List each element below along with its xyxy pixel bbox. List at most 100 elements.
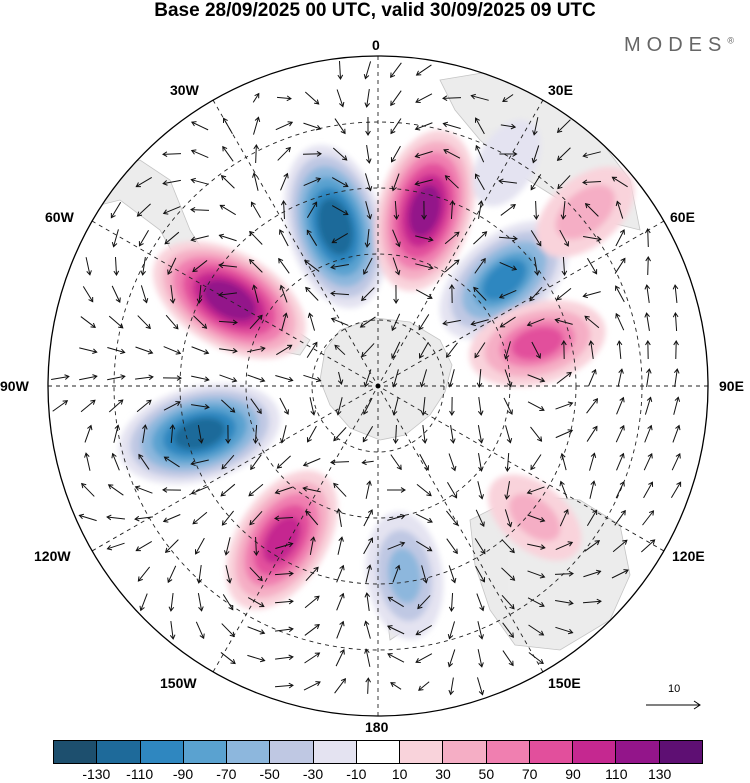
wind-vector-head: [364, 592, 371, 598]
wind-vector-head: [259, 656, 266, 663]
wind-vector-head: [591, 368, 597, 375]
wind-vector-head: [592, 269, 598, 275]
wind-vector-head: [364, 242, 371, 248]
colorbar-segment-8: [400, 741, 444, 763]
wind-vector: [586, 398, 598, 414]
wind-vector-head: [314, 595, 320, 601]
wind-vector: [532, 145, 540, 163]
wind-vector: [304, 91, 320, 105]
wind-vector-head: [414, 125, 421, 131]
wind-vector-head: [302, 461, 309, 467]
wind-vector: [305, 287, 319, 301]
wind-vector: [303, 681, 321, 691]
wind-vector: [305, 567, 319, 581]
wind-vector: [647, 256, 649, 276]
colorbar-tick-label: -110: [126, 766, 154, 782]
wind-vector-head: [568, 600, 574, 606]
wind-vector: [419, 453, 429, 471]
wind-vector: [391, 145, 401, 163]
colorbar-tick-label: -30: [302, 766, 324, 782]
wind-vector-head: [340, 128, 346, 135]
wind-vector-head: [622, 539, 628, 545]
wind-vector-head: [392, 438, 399, 444]
wind-vector-head: [538, 658, 544, 665]
colorbar: [53, 740, 703, 764]
wind-vector-head: [92, 348, 98, 355]
wind-vector-head: [399, 541, 406, 547]
wind-vector-head: [393, 214, 400, 220]
wind-vector-head: [530, 184, 536, 191]
wind-vector-head: [252, 172, 258, 178]
wind-vector: [251, 201, 261, 219]
wind-vector: [135, 486, 153, 494]
wind-vector-head: [559, 480, 565, 487]
wind-vector: [477, 481, 483, 499]
wind-vector-head: [366, 480, 372, 486]
wind-vector: [220, 204, 236, 216]
wind-vector: [336, 593, 344, 611]
wind-vector-head: [364, 102, 371, 108]
wind-vector: [108, 484, 124, 496]
wind-vector: [478, 201, 482, 219]
wind-vector-head: [592, 425, 598, 432]
wind-vector-head: [449, 284, 455, 290]
wind-vector: [614, 510, 626, 526]
wind-vector-head: [283, 409, 289, 415]
wind-vector: [585, 203, 599, 217]
wind-vector-head: [474, 117, 480, 123]
wind-vector: [338, 509, 342, 527]
wind-vector-head: [190, 149, 197, 155]
wind-vector: [366, 593, 370, 611]
wind-vector: [615, 229, 625, 247]
wind-vector-head: [135, 182, 141, 188]
wind-vector-head: [163, 456, 170, 462]
wind-vector-head: [390, 128, 396, 135]
wind-vector: [422, 396, 426, 416]
wind-vector-head: [363, 409, 369, 415]
wind-vector: [475, 565, 485, 583]
wind-vector-head: [333, 482, 339, 489]
wind-vector: [527, 318, 545, 326]
wind-vector: [337, 537, 343, 555]
wind-vector-head: [254, 92, 260, 99]
wind-vector-head: [148, 374, 154, 381]
wind-vector-head: [306, 437, 312, 443]
wind-vector: [167, 257, 177, 275]
anomaly-contour-6-5: [262, 516, 301, 564]
wind-vector: [170, 593, 174, 611]
wind-vector: [528, 624, 544, 636]
wind-vector-head: [283, 172, 289, 179]
wind-vector: [450, 425, 454, 443]
wind-vector-head: [498, 178, 504, 185]
wind-vector: [501, 567, 515, 581]
wind-vector: [416, 64, 432, 76]
wind-vector: [644, 425, 652, 443]
wind-vector-head: [367, 509, 373, 515]
wind-vector: [247, 347, 265, 353]
wind-vector-head: [442, 121, 449, 128]
wind-vector-head: [337, 74, 344, 80]
wind-vector: [475, 145, 485, 163]
wind-vector: [617, 369, 623, 387]
wind-vector-head: [582, 152, 588, 159]
wind-vector: [51, 375, 69, 381]
wind-vector-head: [453, 520, 459, 526]
wind-vector-head: [554, 317, 560, 324]
wind-vector-head: [361, 351, 367, 358]
colorbar-tick-label: 50: [478, 766, 495, 782]
wind-vector-head: [674, 396, 681, 402]
wind-vector: [533, 117, 539, 135]
wind-vector-head: [167, 269, 173, 276]
wind-vector-head: [162, 209, 169, 215]
wind-vector-head: [395, 241, 401, 248]
wind-vector: [304, 595, 320, 609]
wind-vector: [80, 316, 96, 328]
wind-vector: [501, 594, 515, 610]
wind-vector-head: [339, 620, 345, 627]
wind-vector: [415, 93, 433, 103]
wind-vector: [309, 537, 315, 555]
wind-vector-head: [540, 544, 546, 550]
wind-vector-head: [204, 404, 210, 410]
wind-vector: [338, 60, 342, 80]
colorbar-segment-4: [227, 741, 271, 763]
